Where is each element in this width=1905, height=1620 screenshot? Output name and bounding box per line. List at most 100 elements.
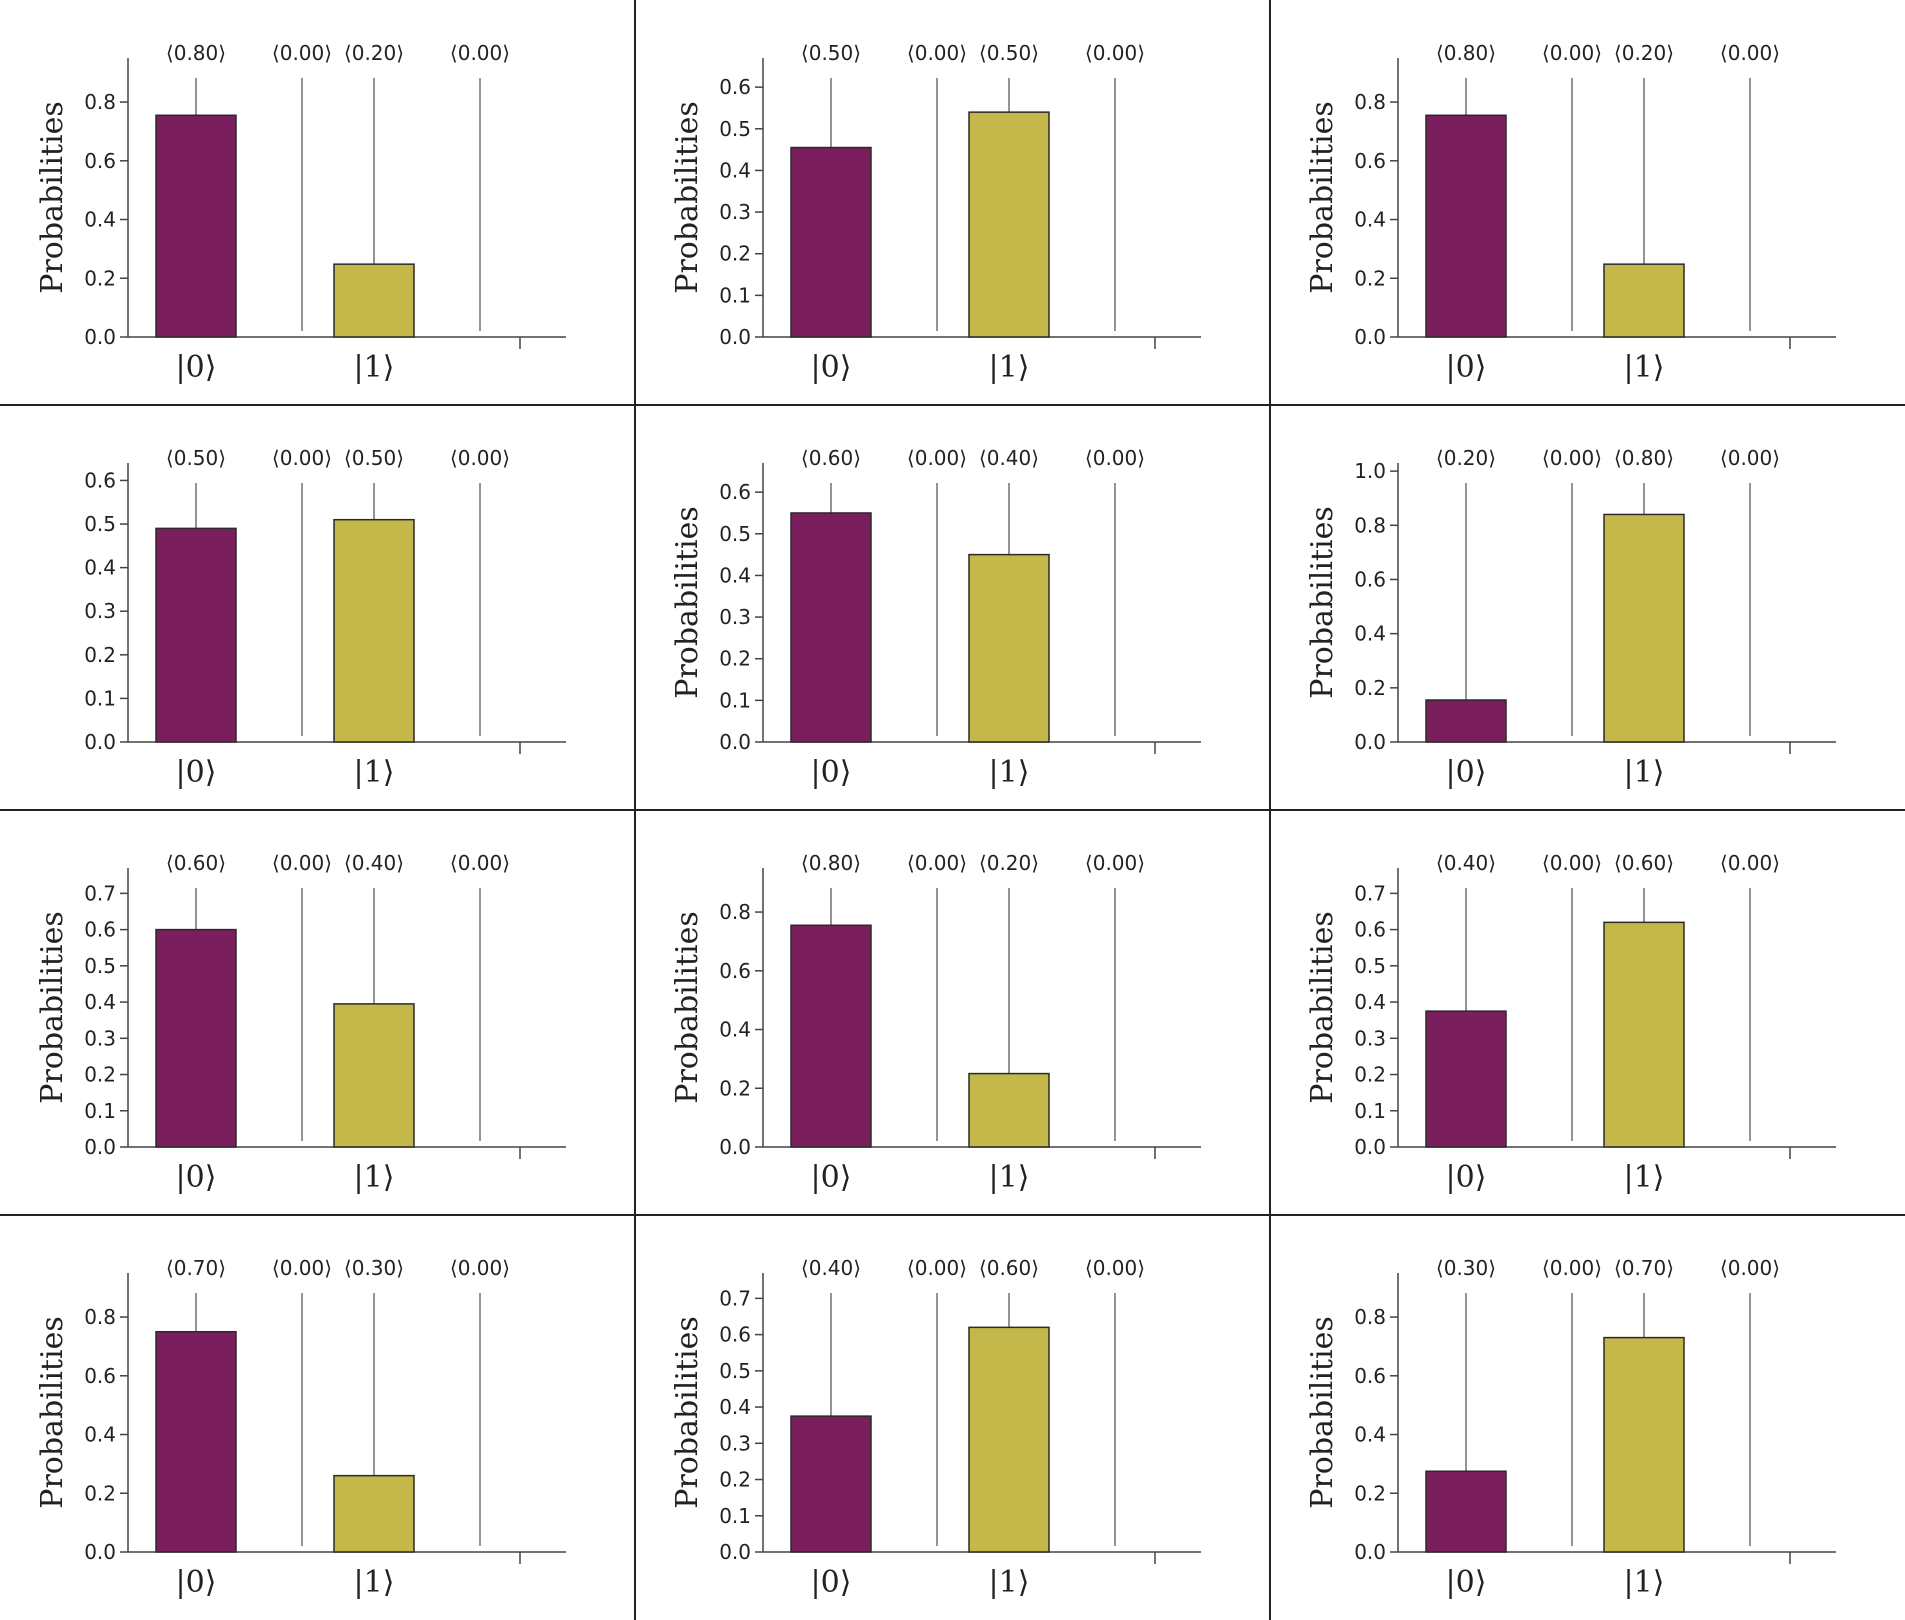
amplitude-label: ⟨0.50⟩ [979, 41, 1039, 65]
y-tick-label: 0.1 [1354, 1099, 1386, 1123]
y-tick-label: 0.6 [719, 1323, 751, 1347]
amplitude-label: ⟨0.00⟩ [272, 41, 332, 65]
y-tick-label: 0.8 [1354, 90, 1386, 114]
y-tick-label: 0.0 [719, 1135, 751, 1159]
y-tick-label: 0.8 [719, 900, 751, 924]
amplitude-label: ⟨0.70⟩ [166, 1256, 226, 1280]
y-tick-label: 0.7 [84, 881, 116, 905]
y-axis-label: Probabilities [670, 1316, 705, 1508]
amplitude-label: ⟨0.00⟩ [272, 851, 332, 875]
bar-state-0 [155, 114, 237, 338]
y-tick-label: 1.0 [1354, 459, 1386, 483]
y-tick-label: 0.4 [1354, 1423, 1386, 1447]
bar-state-1 [333, 518, 415, 743]
y-tick-label: 0.0 [1354, 1135, 1386, 1159]
bar-state-0 [790, 512, 872, 743]
y-tick-label: 0.1 [719, 1504, 751, 1528]
y-tick-label: 0.5 [84, 954, 116, 978]
y-tick-label: 0.6 [84, 918, 116, 942]
y-tick-label: 0.4 [719, 563, 751, 587]
y-tick-label: 0.0 [719, 325, 751, 349]
amplitude-label: ⟨0.50⟩ [166, 446, 226, 470]
x-category-label: |1⟩ [1624, 350, 1665, 385]
bar-state-0 [1425, 1470, 1507, 1553]
y-tick-label: 0.4 [1354, 990, 1386, 1014]
amplitude-label: ⟨0.00⟩ [1085, 1256, 1145, 1280]
y-tick-label: 0.2 [1354, 1481, 1386, 1505]
y-axis-label: Probabilities [35, 1316, 70, 1508]
y-tick-label: 0.5 [1354, 954, 1386, 978]
bar-state-1 [968, 1072, 1050, 1148]
y-tick-label: 0.3 [84, 599, 116, 623]
y-tick-label: 0.0 [719, 1540, 751, 1564]
bar-state-1 [968, 1326, 1050, 1553]
bar-state-1 [1603, 1336, 1685, 1553]
y-tick-label: 0.6 [1354, 149, 1386, 173]
amplitude-label: ⟨0.00⟩ [1720, 1256, 1780, 1280]
x-category-label: |0⟩ [1446, 1160, 1487, 1195]
x-category-label: |0⟩ [1446, 755, 1487, 790]
amplitude-label: ⟨0.00⟩ [1542, 446, 1602, 470]
amplitude-label: ⟨0.00⟩ [272, 1256, 332, 1280]
chart-panel-12: 0.0 0.2 0.4 0.6 0.8 Probabilities ⟨0.30⟩ ⟨0.00⟩… [1305, 1256, 1836, 1600]
x-category-label: |1⟩ [989, 350, 1030, 385]
bar-state-1 [1603, 513, 1685, 743]
y-tick-label: 0.6 [84, 149, 116, 173]
y-tick-label: 0.3 [84, 1026, 116, 1050]
amplitude-label: ⟨0.00⟩ [907, 851, 967, 875]
x-category-label: |0⟩ [811, 755, 852, 790]
y-tick-label: 0.2 [84, 1481, 116, 1505]
y-axis-label: Probabilities [35, 911, 70, 1103]
y-tick-label: 0.0 [1354, 730, 1386, 754]
bar-state-0 [790, 146, 872, 338]
amplitude-label: ⟨0.30⟩ [1436, 1256, 1496, 1280]
amplitude-label: ⟨0.40⟩ [801, 1256, 861, 1280]
amplitude-label: ⟨0.60⟩ [166, 851, 226, 875]
amplitude-label: ⟨0.00⟩ [1720, 41, 1780, 65]
y-axis-label: Probabilities [1305, 1316, 1340, 1508]
amplitude-label: ⟨0.80⟩ [166, 41, 226, 65]
y-tick-label: 0.2 [84, 266, 116, 290]
bar-state-1 [968, 111, 1050, 338]
y-tick-label: 0.0 [1354, 1540, 1386, 1564]
x-category-label: |1⟩ [354, 755, 395, 790]
bar-state-0 [790, 1415, 872, 1553]
amplitude-label: ⟨0.70⟩ [1614, 1256, 1674, 1280]
y-axis-label: Probabilities [670, 506, 705, 698]
y-tick-label: 0.4 [1354, 622, 1386, 646]
y-tick-label: 0.3 [1354, 1026, 1386, 1050]
y-tick-label: 0.8 [84, 90, 116, 114]
x-category-label: |0⟩ [176, 350, 217, 385]
y-tick-label: 0.2 [84, 1063, 116, 1087]
y-tick-label: 0.4 [84, 556, 116, 580]
y-tick-label: 0.6 [719, 75, 751, 99]
x-category-label: |1⟩ [1624, 1160, 1665, 1195]
y-tick-label: 0.4 [84, 990, 116, 1014]
y-tick-label: 0.6 [1354, 1364, 1386, 1388]
y-tick-label: 0.8 [1354, 1305, 1386, 1329]
chart-panel-10: 0.0 0.2 0.4 0.6 0.8 Probabilities ⟨0.70⟩ ⟨0.00⟩… [35, 1256, 566, 1600]
y-axis-label: Probabilities [35, 101, 70, 293]
chart-panel-9: 0.0 0.1 0.2 0.3 0.4 0.5 0.6 0.7 Probabilities ⟨0.… [1305, 851, 1836, 1195]
x-category-label: |1⟩ [1624, 1565, 1665, 1600]
y-axis-label: Probabilities [1305, 101, 1340, 293]
y-tick-label: 0.2 [719, 1076, 751, 1100]
x-category-label: |0⟩ [176, 755, 217, 790]
x-category-label: |0⟩ [1446, 1565, 1487, 1600]
y-tick-label: 0.0 [84, 1540, 116, 1564]
bar-state-0 [1425, 1010, 1507, 1148]
amplitude-label: ⟨0.40⟩ [979, 446, 1039, 470]
bar-state-0 [155, 1330, 237, 1553]
y-axis-label: Probabilities [1305, 506, 1340, 698]
amplitude-label: ⟨0.00⟩ [1542, 851, 1602, 875]
y-tick-label: 0.8 [84, 1305, 116, 1329]
y-tick-label: 0.6 [719, 959, 751, 983]
x-category-label: |0⟩ [811, 1160, 852, 1195]
chart-panel-3: 0.0 0.2 0.4 0.6 0.8 Probabilities ⟨0.80⟩ ⟨0.00⟩… [1305, 41, 1836, 385]
chart-panel-2: 0.0 0.1 0.2 0.3 0.4 0.5 0.6 Probabilities ⟨0.50⟩… [670, 41, 1201, 385]
bar-state-0 [1425, 114, 1507, 338]
y-tick-label: 0.2 [1354, 676, 1386, 700]
amplitude-label: ⟨0.20⟩ [979, 851, 1039, 875]
y-tick-label: 0.2 [719, 1468, 751, 1492]
